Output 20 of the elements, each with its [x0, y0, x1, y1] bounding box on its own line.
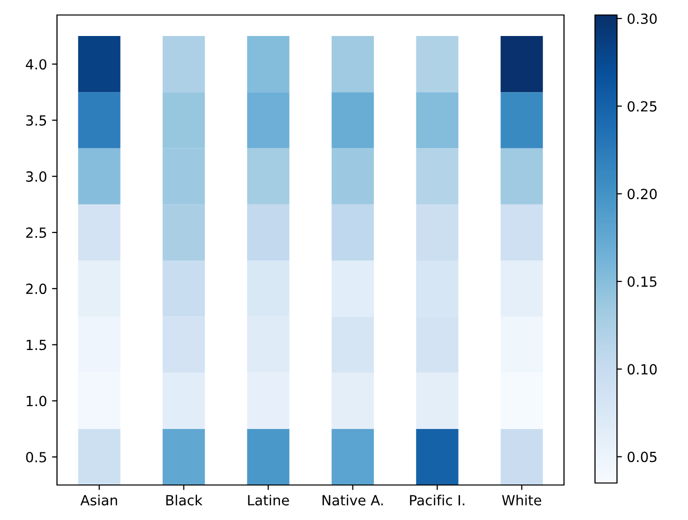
y-tick-label: 3.5	[26, 115, 46, 126]
color-bar-label: 0.25	[628, 101, 656, 112]
x-tick-label: Black	[166, 494, 202, 506]
y-tick-label: 2.5	[26, 227, 46, 238]
color-bar-label: 0.30	[628, 13, 657, 24]
x-tick-label: Pacific I.	[410, 494, 464, 506]
x-tick-label: Asian	[80, 494, 118, 506]
y-tick-label: 0.5	[26, 452, 46, 462]
y-tick-label: 4.0	[26, 59, 46, 70]
x-tick-label: Latine	[248, 494, 289, 506]
color-bar-label: 0.05	[628, 452, 656, 462]
x-tick-label: Native A.	[322, 494, 383, 506]
y-tick-label: 1.0	[26, 396, 46, 406]
color-bar-label: 0.15	[628, 276, 656, 287]
x-tick-label: White	[502, 494, 542, 506]
y-tick-label: 1.5	[26, 340, 46, 350]
y-tick-label: 2.0	[26, 284, 46, 294]
color-bar-label: 0.20	[628, 188, 657, 200]
y-tick-label: 3.0	[26, 171, 46, 182]
color-bar-label: 0.10	[628, 364, 657, 375]
